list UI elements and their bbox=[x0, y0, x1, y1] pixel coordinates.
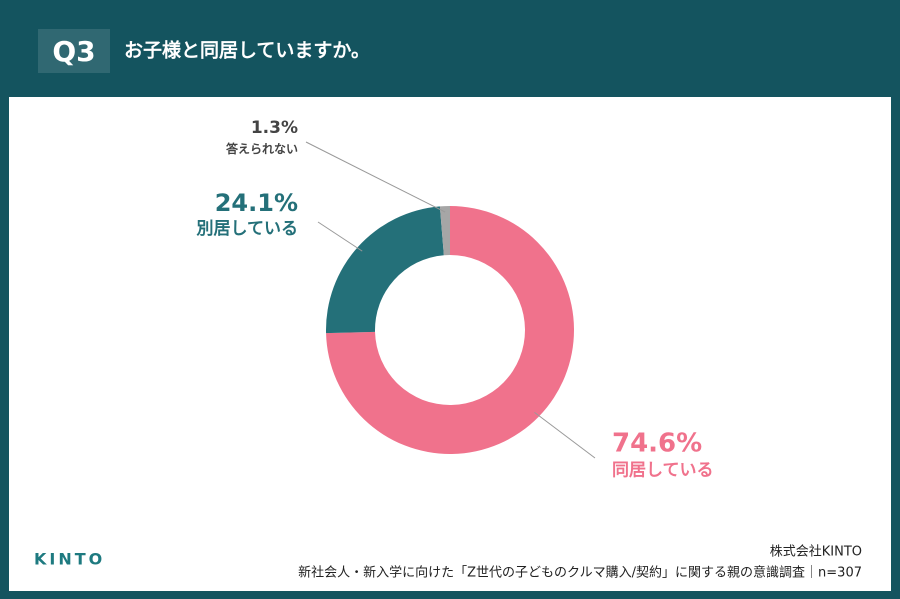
chart-title: お子様と同居していますか。 bbox=[124, 39, 370, 62]
badge-box bbox=[38, 29, 110, 73]
value-label: 24.1% bbox=[215, 189, 298, 217]
value-label: 1.3% bbox=[251, 118, 298, 138]
company: 株式会社KINTO bbox=[770, 544, 862, 560]
slice bbox=[326, 206, 444, 334]
donut-chart: 74.6%同居している 24.1%別居している 1.3% 答えられない bbox=[196, 118, 714, 480]
category-label: 答えられない bbox=[226, 141, 298, 156]
source: 新社会人・新入学に向けた「Z世代の子どものクルマ購入/契約」に関する親の意識調査… bbox=[298, 565, 862, 581]
leader-line bbox=[305, 141, 446, 213]
value-label: 74.6% bbox=[612, 429, 702, 459]
brand-logo: KINTO bbox=[34, 550, 105, 569]
leader-line bbox=[317, 221, 363, 252]
question-badge: Q3 bbox=[52, 35, 95, 68]
slice bbox=[326, 206, 574, 455]
category-label: 同居している bbox=[612, 460, 714, 480]
category-label: 別居している bbox=[196, 219, 299, 239]
leader-line bbox=[534, 411, 596, 459]
slice bbox=[439, 206, 450, 256]
panel bbox=[9, 97, 891, 591]
